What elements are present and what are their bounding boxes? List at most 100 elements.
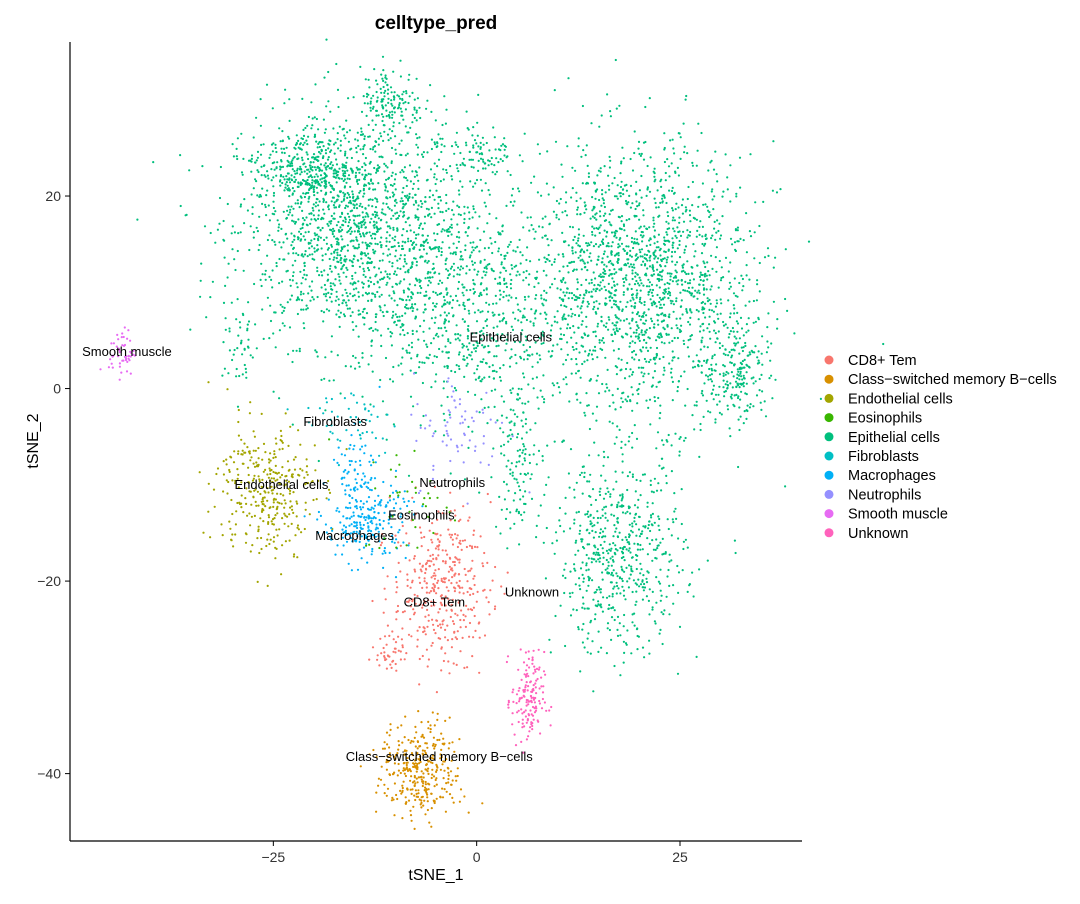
data-point <box>738 386 741 389</box>
data-point <box>339 259 342 262</box>
data-point <box>613 272 616 275</box>
data-point <box>620 556 624 560</box>
data-point <box>407 474 411 477</box>
data-point <box>602 268 605 271</box>
data-point <box>602 556 605 559</box>
data-point <box>674 171 677 174</box>
data-point <box>602 450 606 453</box>
data-point <box>239 231 242 234</box>
data-point <box>393 91 396 94</box>
data-point <box>659 201 662 204</box>
data-point <box>232 155 235 158</box>
data-point <box>291 164 294 167</box>
data-point <box>324 295 327 298</box>
data-point <box>288 326 292 329</box>
data-point <box>520 333 523 336</box>
data-point <box>573 235 576 238</box>
data-point <box>615 316 618 319</box>
data-point <box>706 205 709 208</box>
data-point <box>404 108 407 111</box>
data-point <box>553 277 556 280</box>
data-point <box>383 124 386 127</box>
data-point <box>428 212 431 216</box>
data-point <box>522 372 525 375</box>
data-point <box>686 152 689 155</box>
data-point <box>337 238 340 241</box>
data-point <box>669 294 672 297</box>
data-point <box>610 504 613 507</box>
data-point <box>597 283 600 286</box>
data-point <box>627 549 630 552</box>
data-point <box>587 334 590 337</box>
data-point <box>581 104 585 108</box>
data-point <box>722 379 725 382</box>
data-point <box>598 560 601 563</box>
data-point <box>636 292 639 295</box>
data-point <box>703 345 706 348</box>
data-point <box>381 400 385 403</box>
data-point <box>440 327 443 330</box>
data-point <box>366 262 369 265</box>
data-point <box>644 257 648 260</box>
data-point <box>575 481 578 484</box>
data-point <box>342 219 345 222</box>
data-point <box>376 243 379 246</box>
data-point <box>426 345 429 348</box>
data-point <box>565 214 569 217</box>
data-point <box>652 216 655 219</box>
data-point <box>407 344 411 347</box>
data-point <box>715 270 718 273</box>
data-point <box>628 564 631 567</box>
data-point <box>754 345 757 348</box>
data-point <box>638 333 641 336</box>
data-point <box>476 344 479 347</box>
data-point <box>730 354 734 357</box>
data-point <box>772 300 776 303</box>
data-point <box>361 281 364 284</box>
data-point <box>407 131 410 134</box>
data-point <box>322 145 325 148</box>
data-point <box>641 231 644 234</box>
data-point <box>745 363 748 366</box>
data-point <box>629 263 633 266</box>
data-point <box>610 616 614 619</box>
data-point <box>590 561 593 564</box>
data-point <box>501 225 504 228</box>
data-point <box>452 200 455 203</box>
data-point <box>625 538 628 542</box>
data-point <box>662 314 666 317</box>
data-point <box>445 171 448 174</box>
data-point <box>374 242 377 245</box>
data-point <box>620 267 623 270</box>
data-point <box>634 341 637 344</box>
data-point <box>508 294 511 297</box>
data-point <box>505 156 508 159</box>
data-point <box>401 169 404 172</box>
data-point <box>562 255 565 258</box>
data-point <box>504 254 507 257</box>
data-point <box>303 261 306 264</box>
data-point <box>686 260 689 263</box>
data-point <box>447 340 450 343</box>
data-point <box>542 304 545 307</box>
data-point <box>367 198 370 201</box>
data-point <box>446 291 449 294</box>
data-point <box>594 604 597 607</box>
data-point <box>516 303 519 306</box>
data-point <box>457 189 460 192</box>
data-point <box>401 199 404 203</box>
data-point <box>307 197 310 200</box>
data-point <box>583 646 586 649</box>
data-point <box>272 206 275 210</box>
data-point <box>272 332 275 335</box>
data-point <box>393 178 397 181</box>
data-point <box>606 368 609 371</box>
data-point <box>482 230 486 233</box>
data-point <box>712 208 715 211</box>
data-point <box>255 159 258 162</box>
data-point <box>435 373 438 376</box>
data-point <box>585 144 588 147</box>
data-point <box>352 328 355 331</box>
data-point <box>552 186 555 189</box>
data-point <box>589 217 592 220</box>
